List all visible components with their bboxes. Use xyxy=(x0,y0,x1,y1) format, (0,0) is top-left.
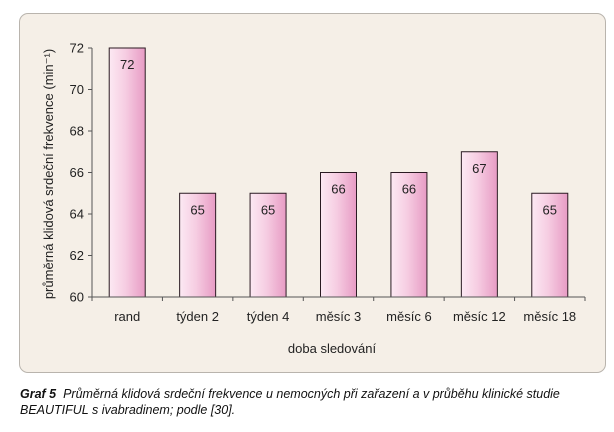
y-tick-label: 60 xyxy=(70,290,84,305)
bar-value-label: 66 xyxy=(402,182,416,197)
bar-value-label: 72 xyxy=(120,57,134,72)
y-tick-label: 70 xyxy=(70,82,84,97)
bar-4 xyxy=(390,172,428,298)
bar-value-label: 65 xyxy=(543,202,557,217)
x-tick-label: rand xyxy=(114,309,140,324)
figure-caption: Graf 5 Průměrná klidová srdeční frekvenc… xyxy=(20,387,605,418)
bar-value-label: 65 xyxy=(190,202,204,217)
bar-6 xyxy=(531,192,569,298)
y-tick-label: 68 xyxy=(70,124,84,139)
x-tick-label: měsíc 18 xyxy=(523,309,576,324)
x-axis-label: doba sledování xyxy=(288,341,377,356)
caption-text: Průměrná klidová srdeční frekvence u nem… xyxy=(20,387,560,417)
x-tick-label: týden 4 xyxy=(247,309,290,324)
chart-panel: 72 65 65 66 66 67 65 60 62 64 66 68 70 72 rand týden … xyxy=(19,13,606,373)
bar-1 xyxy=(179,192,217,298)
x-tick-label: měsíc 12 xyxy=(453,309,506,324)
bar-3 xyxy=(320,172,357,298)
bar-0 xyxy=(108,47,146,298)
bar-chart: 72 65 65 66 66 67 65 60 62 64 66 68 70 72 rand týden … xyxy=(41,41,586,356)
y-tick-label: 72 xyxy=(70,41,84,56)
caption-label: Graf 5 xyxy=(20,387,57,401)
x-tick-label: měsíc 3 xyxy=(316,309,362,324)
y-tick-label: 66 xyxy=(70,165,84,180)
y-tick-label: 64 xyxy=(70,207,84,222)
bar-2 xyxy=(249,192,287,298)
bar-value-label: 66 xyxy=(331,182,345,197)
x-tick-label: měsíc 6 xyxy=(386,309,432,324)
bar-value-label: 65 xyxy=(261,202,275,217)
x-tick-label: týden 2 xyxy=(176,309,219,324)
bar-value-label: 67 xyxy=(472,161,486,176)
y-axis-label: průměrná klidová srdeční frekvence (min⁻… xyxy=(41,49,56,299)
y-tick-label: 62 xyxy=(70,248,84,263)
